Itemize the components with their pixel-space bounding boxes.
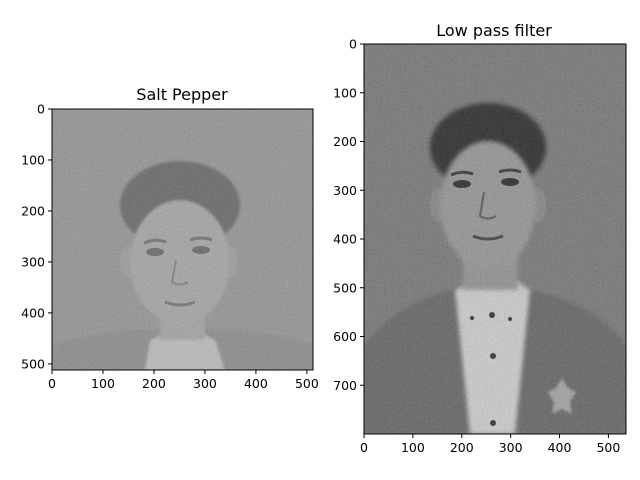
salt-pepper-y-tick-label: 0	[37, 102, 45, 117]
salt-pepper-x-tick-label: 400	[244, 376, 268, 391]
salt-pepper-x-tick-label: 500	[295, 376, 319, 391]
salt-pepper-y-tick-label: 400	[21, 305, 45, 320]
salt-pepper-y-tick-label: 500	[21, 356, 45, 371]
low-pass-x-tick-label: 400	[548, 440, 572, 455]
low-pass-y-tick-label: 600	[333, 329, 357, 344]
low-pass-y-tick-label: 700	[333, 378, 357, 393]
low-pass-x-tick-label: 100	[401, 440, 425, 455]
panel-title-low-pass: Low pass filter	[436, 21, 552, 40]
salt-pepper-y-tick-label: 100	[21, 152, 45, 167]
low-pass-y-tick-label: 0	[349, 37, 357, 52]
low-pass-y-tick-label: 400	[333, 232, 357, 247]
low-pass-y-tick-label: 100	[333, 85, 357, 100]
axes-frame-salt-pepper	[51, 108, 314, 371]
salt-pepper-y-tick-label: 300	[21, 254, 45, 269]
low-pass-x-tick-label: 0	[360, 440, 368, 455]
salt-pepper-x-tick-label: 0	[48, 376, 56, 391]
low-pass-y-tick-label: 200	[333, 134, 357, 149]
low-pass-x-tick-label: 500	[596, 440, 620, 455]
salt-pepper-image	[52, 109, 313, 370]
panel-salt-pepper: Salt Pepper 0 100 20	[21, 85, 319, 391]
low-pass-x-tick-label: 200	[450, 440, 474, 455]
panel-title-salt-pepper: Salt Pepper	[136, 85, 228, 104]
low-pass-image	[364, 44, 626, 434]
low-pass-y-tick-label: 500	[333, 280, 357, 295]
axis-ticks-low-pass: 0 100 200 300 400 500 0 100 200 300 400 500 600 700	[333, 37, 620, 456]
low-pass-x-tick-label: 300	[499, 440, 523, 455]
low-pass-y-tick-label: 300	[333, 183, 357, 198]
salt-pepper-x-tick-label: 100	[91, 376, 115, 391]
salt-pepper-x-tick-label: 300	[193, 376, 217, 391]
panel-low-pass: Low pass filter	[333, 21, 627, 456]
salt-pepper-x-tick-label: 200	[142, 376, 166, 391]
salt-pepper-y-tick-label: 200	[21, 203, 45, 218]
